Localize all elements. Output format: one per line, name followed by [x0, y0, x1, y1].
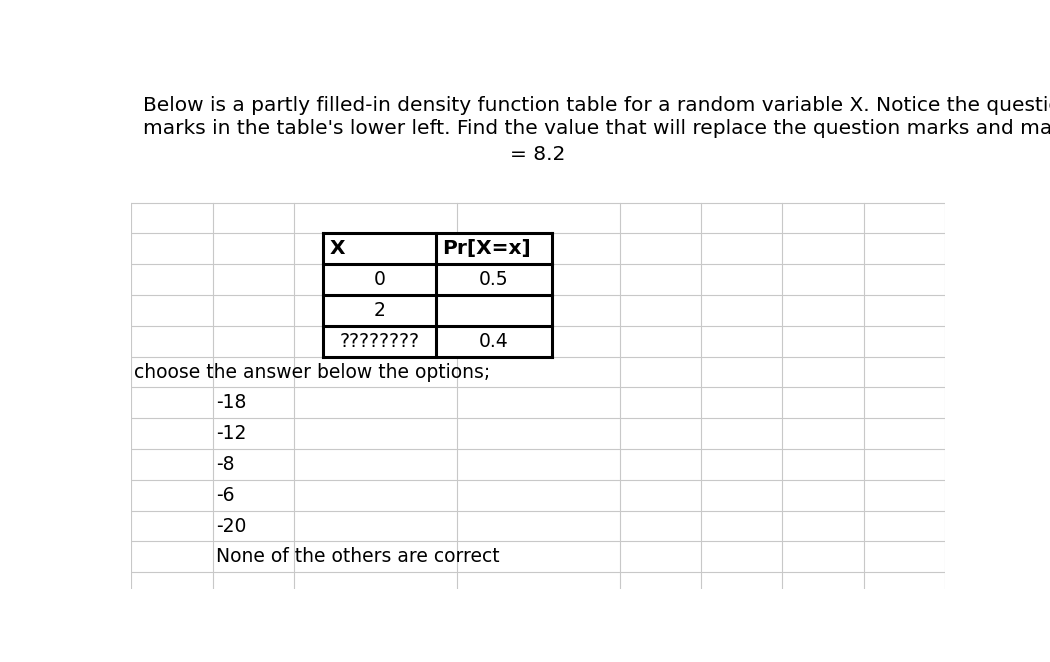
Text: = 8.2: = 8.2: [510, 145, 566, 164]
Text: -20: -20: [216, 516, 247, 536]
Text: Pr[X=x]: Pr[X=x]: [442, 240, 531, 258]
Text: marks in the table's lower left. Find the value that will replace the question m: marks in the table's lower left. Find th…: [143, 119, 1050, 138]
Text: 0.5: 0.5: [479, 270, 509, 289]
Text: 0.4: 0.4: [479, 332, 509, 351]
Text: choose the answer below the options;: choose the answer below the options;: [134, 363, 490, 381]
Text: 0: 0: [374, 270, 385, 289]
Text: ????????: ????????: [339, 332, 420, 351]
Text: -6: -6: [216, 486, 235, 504]
Text: -12: -12: [216, 424, 247, 443]
Text: None of the others are correct: None of the others are correct: [216, 547, 500, 566]
Text: -8: -8: [216, 455, 235, 474]
Text: -18: -18: [216, 393, 247, 412]
Text: X: X: [330, 240, 345, 258]
Text: 2: 2: [374, 301, 385, 320]
Text: Below is a partly filled-in density function table for a random variable X. Noti: Below is a partly filled-in density func…: [143, 97, 1050, 115]
Bar: [323, 234, 552, 357]
